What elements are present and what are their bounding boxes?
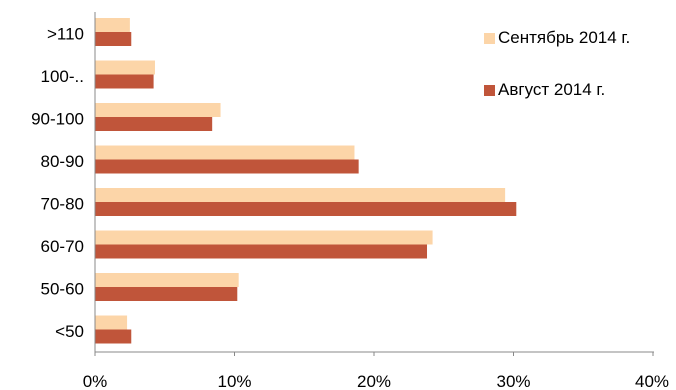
legend-swatch-september [484, 32, 495, 44]
y-tick-labels: >110 100-.. 90-100 80-90 70-80 60-70 50-60 <50 [31, 24, 84, 341]
y-tick-label: 60-70 [41, 237, 84, 256]
bar-september-0 [95, 18, 130, 32]
legend-label-august: Август 2014 г. [498, 80, 606, 99]
y-tick-label: 50-60 [41, 279, 84, 298]
x-tick-label: 40% [635, 372, 669, 390]
bar-august-7 [95, 329, 132, 344]
x-tick-label: 20% [357, 372, 391, 390]
bar-september-3 [95, 145, 355, 160]
x-tick-label: 0% [83, 372, 108, 390]
y-tick-label: <50 [55, 322, 84, 341]
bar-august-5 [95, 244, 428, 259]
bar-september-5 [95, 230, 433, 245]
legend-label-september: Сентябрь 2014 г. [498, 28, 631, 47]
bar-august-6 [95, 287, 238, 301]
y-tick-label: 80-90 [41, 152, 84, 171]
bar-august-0 [95, 32, 132, 46]
bar-september-6 [95, 273, 239, 287]
legend-swatch-august [484, 84, 495, 96]
legend-item-august: Август 2014 г. [484, 80, 674, 100]
y-tick-label: 70-80 [41, 194, 84, 213]
bars-group [95, 18, 517, 344]
y-tick-label: 100-.. [41, 67, 84, 86]
bar-september-4 [95, 188, 506, 202]
x-tick-label: 10% [217, 372, 251, 390]
y-tick-label: 90-100 [31, 109, 84, 128]
legend-item-september: Сентябрь 2014 г. [484, 28, 674, 48]
bar-september-2 [95, 103, 221, 117]
bar-september-7 [95, 315, 128, 330]
x-tick-label: 30% [496, 372, 530, 390]
bar-august-4 [95, 202, 517, 216]
bar-august-2 [95, 117, 213, 131]
bar-august-3 [95, 159, 359, 174]
bar-august-1 [95, 74, 154, 89]
bar-september-1 [95, 60, 155, 75]
y-tick-label: >110 [47, 24, 84, 43]
x-tick-labels: 0% 10% 20% 30% 40% [83, 352, 669, 390]
legend: Сентябрь 2014 г. Август 2014 г. [484, 28, 674, 132]
